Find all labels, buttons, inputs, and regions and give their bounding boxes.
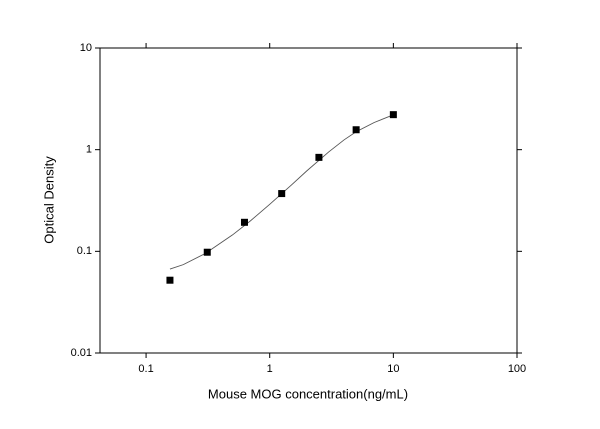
x-tick-label: 1 (267, 363, 273, 375)
data-point (389, 111, 397, 119)
data-point (278, 190, 286, 198)
y-tick-label: 1 (86, 144, 92, 156)
data-point (352, 126, 360, 134)
y-axis-label: Optical Density (41, 156, 56, 244)
y-tick-label: 0.1 (77, 245, 92, 257)
plot-frame (99, 47, 518, 354)
x-tick-label: 10 (387, 363, 399, 375)
x-tick-label: 100 (508, 363, 526, 375)
y-tick-label: 10 (80, 42, 92, 54)
x-axis-label: Mouse MOG concentration(ng/mL) (208, 386, 408, 401)
data-point (166, 276, 174, 284)
x-tick-label: 0.1 (138, 363, 153, 375)
data-point (203, 248, 211, 256)
data-point (315, 153, 323, 161)
data-point (240, 218, 248, 226)
y-tick-label: 0.01 (71, 347, 92, 359)
